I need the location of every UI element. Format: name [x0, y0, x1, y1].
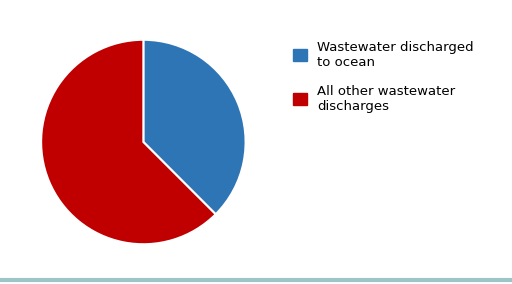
Wedge shape — [143, 40, 246, 214]
Legend: Wastewater discharged
to ocean, All other wastewater
discharges: Wastewater discharged to ocean, All othe… — [293, 41, 474, 112]
Wedge shape — [41, 40, 216, 244]
